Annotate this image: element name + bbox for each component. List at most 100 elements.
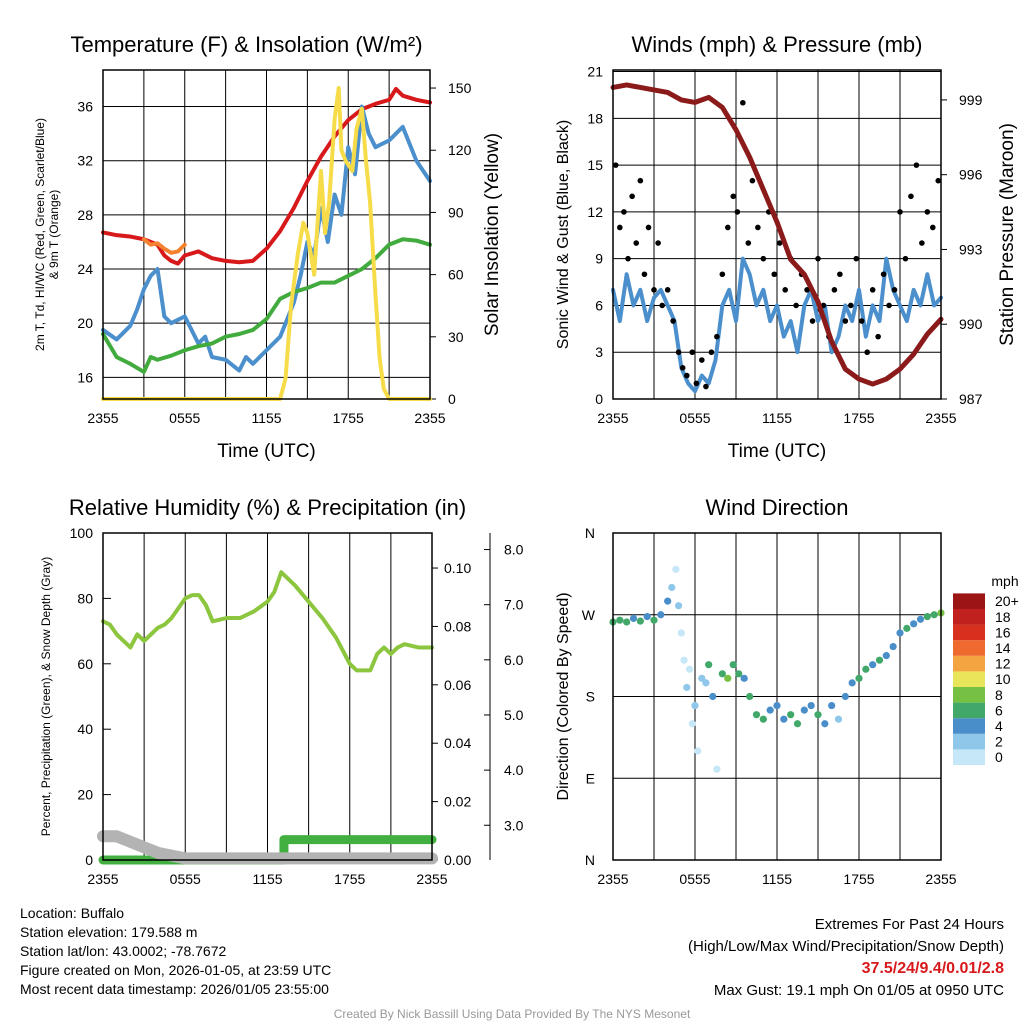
colorbar-tick-label: 18 <box>995 609 1011 625</box>
colorbar-swatch <box>953 655 985 672</box>
gust-point <box>708 349 715 356</box>
y2-tick-label: 993 <box>959 241 983 257</box>
gust-point <box>625 255 631 262</box>
y2-tick-label: 60 <box>448 267 464 283</box>
y-tick-label: 24 <box>77 261 93 277</box>
direction-point <box>729 661 737 669</box>
gust-point <box>930 224 936 231</box>
y-tick-label: W <box>582 607 596 623</box>
gust-point <box>858 318 865 324</box>
gust-point <box>809 318 816 324</box>
x-tick-label: 1155 <box>762 410 792 426</box>
direction-point <box>623 618 631 626</box>
colorbar-swatch <box>953 593 985 609</box>
gust-point <box>864 349 870 356</box>
gust-point <box>659 302 665 309</box>
y-tick-label: 20 <box>77 315 93 331</box>
gust-point <box>703 383 709 390</box>
colorbar-tick-label: 2 <box>995 734 1003 750</box>
direction-point <box>724 674 732 682</box>
gust-point <box>740 99 746 106</box>
y2-tick-label: 150 <box>448 80 472 96</box>
extremes-title: Extremes For Past 24 Hours <box>814 916 1004 933</box>
direction-point <box>636 617 644 625</box>
series-line-pressure <box>610 82 944 387</box>
gust-point <box>875 333 881 340</box>
gust-point <box>902 255 909 262</box>
y2-tick-label: 0.04 <box>444 735 471 751</box>
direction-point <box>814 711 822 719</box>
extremes-values: 37.5/24/9.4/0.01/2.8 <box>861 960 1004 977</box>
y-tick-label: 6 <box>595 297 603 313</box>
x-tick-label: 1155 <box>252 871 282 887</box>
direction-point <box>629 614 638 622</box>
y3-tick-label: 7.0 <box>504 597 524 613</box>
gust-point <box>699 357 705 363</box>
y3-tick-label: 8.0 <box>504 542 524 558</box>
gust-point <box>612 162 619 168</box>
gust-point <box>919 240 925 246</box>
y2-axis-label: Station Pressure (Maroon) <box>997 123 1018 346</box>
x-tick-label: 0555 <box>170 871 201 887</box>
direction-point <box>930 611 938 619</box>
y-axis-label: Direction (Colored By Speed) <box>555 592 572 800</box>
y2-tick-label: 30 <box>448 329 464 345</box>
direction-point <box>903 624 911 632</box>
series-line-solar <box>101 86 432 401</box>
x-tick-label: 1155 <box>251 410 281 426</box>
y-axis-label: 2m T, Td, HI/WC (Red, Green, Scarlet/Blu… <box>33 118 61 351</box>
y2-axis-label: Solar Insolation (Yellow) <box>482 133 503 336</box>
direction-point <box>685 665 694 673</box>
y2-tick-label: 90 <box>448 204 464 220</box>
x-tick-label: 0555 <box>679 410 710 426</box>
direction-point <box>916 615 925 623</box>
gust-point <box>655 240 661 246</box>
lat-lon: Station lat/lon: 43.0002; -78.7672 <box>20 943 227 959</box>
colorbar-swatch <box>953 733 985 750</box>
colorbar-swatch <box>953 624 985 641</box>
direction-point <box>821 720 829 728</box>
gust-point <box>689 349 696 356</box>
colorbar-swatch <box>953 749 985 765</box>
plot-frame <box>102 532 433 861</box>
chart-title: Relative Humidity (%) & Precipitation (i… <box>69 495 466 520</box>
extremes: Extremes For Past 24 Hours (High/Low/Max… <box>688 914 1004 1002</box>
colorbar-tick-label: 12 <box>995 656 1011 672</box>
gust-point <box>693 380 700 387</box>
direction-point <box>718 670 726 678</box>
x-tick-label: 2355 <box>414 410 445 426</box>
y3-tick-label: 4.0 <box>504 762 524 778</box>
direction-point <box>855 674 863 682</box>
direction-point <box>896 629 904 637</box>
y2-tick-label: 0.10 <box>444 560 471 576</box>
direction-point <box>800 706 808 714</box>
direction-point <box>668 583 676 592</box>
x-tick-label: 2355 <box>597 410 628 426</box>
chart-title: Temperature (F) & Insolation (W/m²) <box>70 32 422 57</box>
direction-point <box>650 616 658 624</box>
direction-point <box>848 679 856 687</box>
plot-frame <box>612 532 942 861</box>
y-tick-label: 36 <box>77 99 93 115</box>
gust-point <box>651 287 657 293</box>
gust-point <box>637 177 644 184</box>
gust-point <box>908 193 914 200</box>
gust-point <box>848 302 854 309</box>
direction-point <box>672 565 680 573</box>
station-info: Location: Buffalo Station elevation: 179… <box>20 904 331 999</box>
series-line-snow-depth <box>97 830 438 865</box>
direction-point <box>828 701 836 710</box>
x-tick-label: 1755 <box>843 410 874 426</box>
y-tick-label: S <box>586 689 595 705</box>
figure-created: Figure created on Mon, 2026-01-05, at 23… <box>20 962 332 978</box>
y-tick-label: N <box>585 852 595 868</box>
y-tick-label: 18 <box>587 110 603 126</box>
x-tick-label: 1755 <box>333 410 364 426</box>
direction-point <box>807 701 815 710</box>
gust-point <box>670 318 676 324</box>
gust-point <box>831 287 838 293</box>
colorbar-swatch <box>953 718 985 734</box>
direction-point <box>675 602 683 610</box>
colorbar-swatch <box>953 609 985 625</box>
colorbar-tick-label: 20+ <box>995 593 1019 609</box>
